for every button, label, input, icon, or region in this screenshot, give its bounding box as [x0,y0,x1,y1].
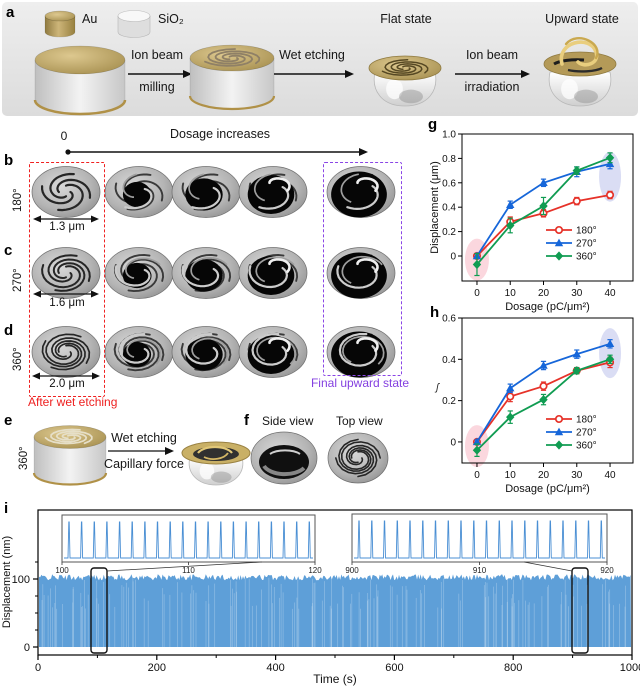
panel-a-background [2,2,638,116]
svg-text:Time (s): Time (s) [313,672,357,686]
row-c-angle: 270° [12,268,24,292]
row-d-angle: 360° [12,347,24,371]
panel-label-i: i [4,500,9,517]
svg-text:40: 40 [604,288,616,299]
step2-label: Wet etching [279,48,345,62]
svg-text:0.4: 0.4 [442,203,456,214]
after-wet-etching-box [29,162,105,397]
svg-text:0: 0 [35,662,41,674]
svg-text:20: 20 [538,288,550,299]
svg-text:110: 110 [182,566,195,575]
panel-label-g: g [428,116,438,133]
svg-text:ʃ: ʃ [434,383,440,394]
legend-au-label: Au [82,12,98,26]
step3-line2: irradiation [464,80,520,94]
svg-text:30: 30 [571,470,583,481]
svg-text:270°: 270° [576,428,597,439]
svg-text:0: 0 [474,288,480,299]
svg-text:0: 0 [24,642,30,654]
svg-text:40: 40 [604,470,616,481]
panel-a-graphics [33,10,617,116]
chart-h-vs-dosage: 0 0.2 0.4 0.6 0 10 20 30 40 Dosage (pC/μm²) ʃ 180° 2… [434,314,634,495]
svg-text:0.8: 0.8 [442,154,456,165]
svg-text:0: 0 [450,437,456,448]
panel-label-f: f [244,412,249,429]
panel-label-a: a [6,4,15,21]
svg-text:800: 800 [504,662,522,674]
svg-text:30: 30 [571,288,583,299]
chart-i-displacement-vs-time: 010002004006008001000Time (s)Displacemen… [1,509,640,686]
panel-label-d: d [4,322,14,339]
row-b-angle: 180° [12,188,24,212]
top-view-label: Top view [336,414,383,428]
svg-text:100: 100 [55,566,69,575]
panel-f-graphics [250,431,389,485]
after-wet-etching-label: After wet etching [28,395,118,409]
svg-text:0.6: 0.6 [442,314,456,325]
svg-text:180°: 180° [576,415,597,426]
flat-state-label: Flat state [380,12,432,26]
panel-e-graphics [32,425,251,486]
panel-label-h: h [430,304,440,321]
svg-text:120: 120 [308,566,322,575]
svg-text:Displacement (nm): Displacement (nm) [1,536,13,628]
chart-g-displacement-vs-dosage: 0 0.2 0.4 0.6 0.8 1.0 0 10 20 30 40 Dosage (pC/μm²)… [429,130,634,313]
row-c-size: 1.6 μm [49,297,85,309]
step3-line1: Ion beam [465,48,519,62]
svg-text:Dosage (pC/μm²): Dosage (pC/μm²) [505,483,590,495]
svg-text:Dosage (pC/μm²): Dosage (pC/μm²) [505,301,590,313]
panel-label-e: e [4,412,13,429]
sem-image-grid [31,166,396,380]
svg-text:10: 10 [505,288,517,299]
svg-text:910: 910 [473,566,487,575]
row-b-size: 1.3 μm [49,221,85,233]
svg-text:0.6: 0.6 [442,178,456,189]
legend-sio2-label: SiO₂ [158,12,184,26]
svg-text:920: 920 [600,566,614,575]
dosage-origin: 0 [60,129,68,143]
side-view-label: Side view [262,414,314,428]
svg-text:0: 0 [450,251,456,262]
step1-line2: milling [139,80,175,94]
panel-e-arrow-top: Wet etching [111,431,177,445]
svg-text:900: 900 [345,566,359,575]
panel-e-arrow-bottom: Capillary force [104,457,184,471]
svg-text:0: 0 [474,470,480,481]
svg-text:Displacement (μm): Displacement (μm) [429,161,441,254]
svg-text:20: 20 [538,470,550,481]
svg-text:100: 100 [12,574,30,586]
final-upward-state-label: Final upward state [310,376,410,390]
svg-text:360°: 360° [576,441,597,452]
upward-state-label: Upward state [545,12,619,26]
row-d-size: 2.0 μm [49,378,85,390]
svg-text:360°: 360° [576,252,597,263]
panel-label-b: b [4,152,14,169]
svg-text:180°: 180° [576,226,597,237]
svg-text:0.2: 0.2 [442,396,456,407]
final-upward-state-box [323,162,402,376]
svg-text:1.0: 1.0 [442,130,456,141]
svg-text:0.4: 0.4 [442,355,456,366]
dosage-increases-label: Dosage increases [169,127,271,141]
svg-text:600: 600 [385,662,403,674]
step1-line1: Ion beam [130,48,184,62]
svg-text:400: 400 [266,662,284,674]
svg-text:200: 200 [148,662,166,674]
svg-text:10: 10 [505,470,517,481]
svg-text:270°: 270° [576,239,597,250]
dosage-arrow-graphic [65,148,368,156]
svg-text:0.2: 0.2 [442,227,456,238]
panel-label-c: c [4,242,13,259]
